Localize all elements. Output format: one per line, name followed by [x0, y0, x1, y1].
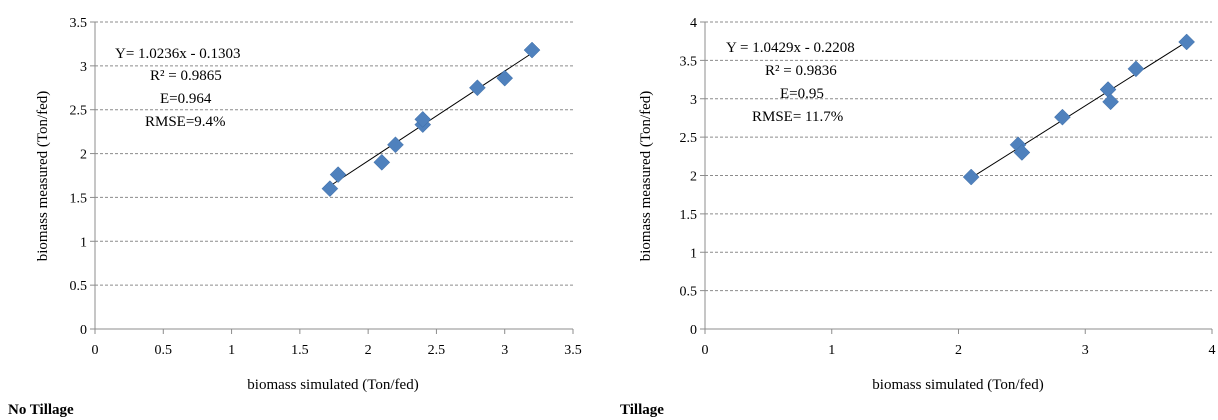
y-tick-label: 0	[690, 323, 697, 338]
x-tick-label: 0	[92, 343, 99, 358]
y-tick-label: 0.5	[70, 279, 88, 294]
data-point-diamond	[1054, 108, 1071, 126]
y-tick-label: 3.5	[70, 16, 88, 31]
y-tick-label: 2.5	[70, 104, 88, 119]
x-tick-label: 4	[1209, 343, 1216, 358]
rmse-annotation: RMSE= 11.7%	[752, 109, 843, 125]
x-tick-label: 0.5	[155, 343, 173, 358]
data-point-diamond	[1127, 60, 1145, 78]
y-tick-label: 2	[80, 148, 87, 163]
chart-no-tillage: 0 0.5 1 1.5 2 2.5 3 3.5 0 0.5 1 1.5 2 2.5 3 3.5 biomas…	[8, 16, 582, 418]
data-point-diamond	[329, 166, 347, 183]
data-points	[321, 41, 541, 198]
y-tick-label: 2	[690, 170, 697, 185]
y-tick-label: 3	[80, 60, 87, 75]
y-tick-label: 2.5	[680, 131, 698, 146]
y-tick-labels: 0 0.5 1 1.5 2 2.5 3 3.5	[70, 16, 88, 338]
equation-annotation: Y= 1.0236x - 0.1303	[115, 46, 241, 62]
y-tick-label: 0.5	[680, 285, 698, 300]
data-point-diamond	[1013, 144, 1031, 161]
data-point-diamond	[523, 41, 541, 59]
panel-label: Tillage	[620, 402, 664, 418]
y-tick-label: 3.5	[680, 54, 698, 69]
x-tick-label: 1.5	[291, 343, 309, 358]
data-point-diamond	[469, 79, 486, 97]
y-tick-label: 1	[80, 235, 87, 250]
trend-line	[970, 41, 1187, 179]
rmse-annotation: RMSE=9.4%	[145, 114, 226, 130]
panel-label: No Tillage	[8, 402, 74, 418]
y-tick-label: 3	[690, 93, 697, 108]
x-tick-labels: 0 1 2 3 4	[702, 343, 1216, 358]
x-tick-label: 3	[1082, 343, 1089, 358]
x-axis-title: biomass simulated (Ton/fed)	[872, 377, 1043, 393]
efficiency-annotation: E=0.964	[160, 91, 212, 107]
data-points	[962, 33, 1196, 186]
y-tick-label: 1.5	[680, 208, 698, 223]
axes	[90, 21, 574, 334]
x-tick-label: 3	[501, 343, 508, 358]
x-tick-labels: 0 0.5 1 1.5 2 2.5 3 3.5	[92, 343, 582, 358]
x-tick-label: 3.5	[564, 343, 582, 358]
y-tick-label: 0	[80, 323, 87, 338]
trendline	[329, 52, 533, 187]
data-point-diamond	[1178, 33, 1196, 51]
data-point-diamond	[962, 168, 980, 186]
data-point-diamond	[373, 153, 391, 171]
y-tick-label: 1	[690, 246, 697, 261]
r-squared-annotation: R² = 0.9865	[150, 68, 222, 84]
y-tick-labels: 0 0.5 1 1.5 2 2.5 3 3.5 4	[680, 16, 698, 338]
data-point-diamond	[387, 136, 404, 154]
x-axis-title: biomass simulated (Ton/fed)	[247, 377, 418, 393]
data-point-diamond	[321, 180, 339, 198]
x-tick-label: 1	[228, 343, 235, 358]
efficiency-annotation: E=0.95	[780, 86, 824, 102]
data-point-diamond	[496, 69, 514, 87]
chart-tillage: 0 0.5 1 1.5 2 2.5 3 3.5 4 0 1 2 3 4 biomass simulate…	[620, 16, 1216, 418]
data-point-diamond	[414, 111, 432, 128]
gridlines	[705, 21, 1212, 292]
r-squared-annotation: R² = 0.9836	[765, 63, 837, 79]
equation-annotation: Y = 1.0429x - 0.2208	[726, 40, 855, 56]
x-tick-label: 2.5	[428, 343, 446, 358]
trend-line	[329, 52, 533, 187]
x-tick-label: 2	[955, 343, 962, 358]
trendline	[970, 41, 1187, 179]
data-point-diamond	[1102, 93, 1119, 111]
x-tick-label: 2	[365, 343, 372, 358]
x-tick-label: 0	[702, 343, 709, 358]
x-tick-label: 1	[828, 343, 835, 358]
y-tick-label: 4	[690, 16, 697, 31]
y-axis-title: biomass measured (Ton/fed)	[638, 91, 654, 262]
y-tick-label: 1.5	[70, 191, 88, 206]
y-axis-title: biomass measured (Ton/fed)	[35, 91, 51, 262]
axes	[700, 21, 1213, 334]
